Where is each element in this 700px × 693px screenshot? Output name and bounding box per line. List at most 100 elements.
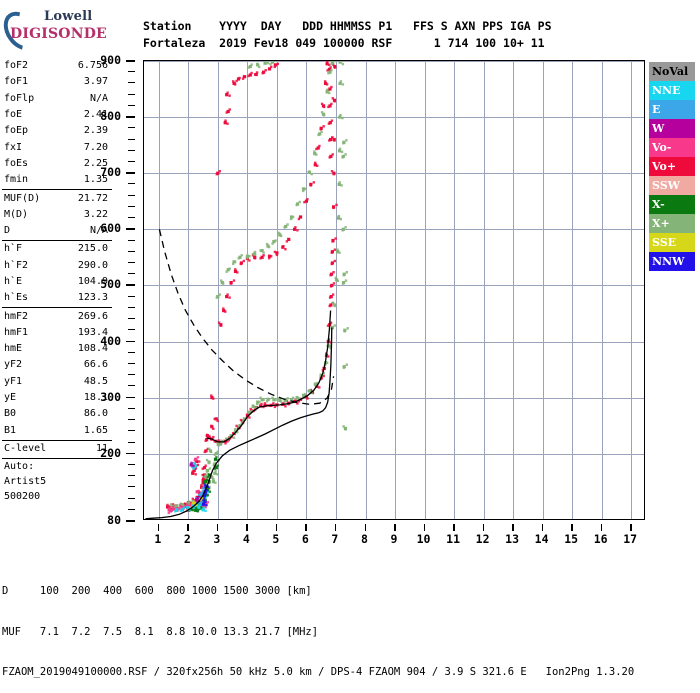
gridline-vertical bbox=[335, 61, 337, 519]
legend-item-w[interactable]: W bbox=[649, 119, 695, 138]
y-tick bbox=[128, 295, 135, 297]
param-key: C-level bbox=[4, 442, 47, 454]
y-tick bbox=[128, 161, 135, 162]
param-row: M(D) 3.22 bbox=[2, 207, 112, 223]
x-tick-label: 7 bbox=[331, 532, 339, 546]
y-tick bbox=[128, 497, 135, 499]
param-value: 1.35 bbox=[83, 174, 108, 186]
x-tick bbox=[630, 524, 632, 531]
x-tick bbox=[394, 524, 396, 531]
gridline-vertical bbox=[542, 61, 544, 519]
x-tick-label: 6 bbox=[301, 532, 309, 546]
ionospheric-parameters-table: foF2 6.756 foF1 3.97 foFlp N/A foE 2.41 foEp 2.39… bbox=[2, 58, 112, 507]
param-row: fxI 7.20 bbox=[2, 139, 112, 155]
x-tick bbox=[157, 524, 160, 531]
param-group: C-level 11 bbox=[2, 441, 112, 460]
y-tick-major bbox=[126, 284, 135, 287]
gridline-horizontal bbox=[144, 173, 644, 175]
y-tick-label: 500 bbox=[100, 277, 121, 292]
param-row: B0 86.0 bbox=[2, 406, 112, 422]
param-value: 123.3 bbox=[77, 292, 108, 304]
legend-item-noval[interactable]: NoVal bbox=[649, 62, 695, 81]
doppler-legend: NoVal NNE E W Vo- Vo+ SSW X- X+ SSE NNW bbox=[649, 62, 695, 271]
param-key: yF2 bbox=[4, 359, 23, 371]
legend-item-e[interactable]: E bbox=[649, 100, 695, 119]
y-tick bbox=[128, 273, 135, 275]
y-tick-major bbox=[126, 172, 135, 174]
legend-item-nnw[interactable]: NNW bbox=[649, 252, 695, 271]
station-header: Station YYYY DAY DDD HHMMSS P1 FFS S AXN… bbox=[143, 18, 552, 52]
param-group: foF2 6.756 foF1 3.97 foFlp N/A foE 2.41 foEp 2.39… bbox=[2, 58, 112, 191]
y-tick bbox=[128, 463, 135, 465]
logo-digisonde-text: DIGISONDE bbox=[10, 26, 107, 42]
y-tick-label: 200 bbox=[100, 445, 121, 460]
param-key: foF2 bbox=[4, 60, 29, 72]
y-tick bbox=[128, 239, 135, 241]
gridline-vertical bbox=[483, 61, 485, 519]
gridline-horizontal bbox=[144, 341, 644, 343]
x-tick bbox=[246, 524, 248, 531]
param-row: yF2 66.6 bbox=[2, 357, 112, 373]
y-tick bbox=[128, 419, 135, 420]
gridline-vertical bbox=[395, 61, 396, 519]
param-row: h`F 215.0 bbox=[2, 241, 112, 257]
legend-item-sse[interactable]: SSE bbox=[649, 233, 695, 252]
param-value: 2.41 bbox=[83, 109, 108, 121]
x-tick bbox=[423, 524, 425, 531]
footer-distance-row: D 100 200 400 600 800 1000 1500 3000 [km… bbox=[2, 585, 312, 597]
x-tick bbox=[364, 524, 366, 531]
legend-item-nne[interactable]: NNE bbox=[649, 81, 695, 100]
x-tick bbox=[453, 524, 455, 531]
x-tick bbox=[482, 524, 485, 531]
param-key: hmE bbox=[4, 343, 23, 355]
echo-series-vo- bbox=[166, 61, 338, 510]
x-tick-label: 16 bbox=[593, 532, 608, 546]
legend-item-vo-[interactable]: Vo- bbox=[649, 138, 695, 157]
y-tick bbox=[128, 194, 135, 196]
y-tick-major bbox=[126, 452, 135, 455]
y-tick bbox=[128, 441, 135, 443]
param-key: h`F2 bbox=[4, 259, 29, 271]
x-tick bbox=[216, 524, 219, 531]
y-tick bbox=[128, 250, 135, 252]
y-tick bbox=[128, 82, 135, 84]
legend-item-vo-[interactable]: Vo+ bbox=[649, 157, 695, 176]
ionogram-plot-area[interactable] bbox=[143, 60, 645, 520]
curve-electron-density-profile bbox=[145, 327, 333, 519]
param-key: M(D) bbox=[4, 208, 29, 220]
param-key: yF1 bbox=[4, 375, 23, 387]
y-tick bbox=[128, 351, 135, 353]
x-tick-label: 15 bbox=[564, 532, 579, 546]
y-tick bbox=[128, 71, 135, 73]
autoscaler-line: 500200 bbox=[4, 491, 41, 503]
param-row: C-level 11 bbox=[2, 441, 112, 457]
legend-item-ssw[interactable]: SSW bbox=[649, 176, 695, 195]
x-tick bbox=[334, 524, 337, 531]
gridline-vertical bbox=[188, 61, 190, 519]
param-row: foEp 2.39 bbox=[2, 123, 112, 139]
param-row: foEs 2.25 bbox=[2, 156, 112, 172]
x-tick bbox=[275, 524, 278, 531]
param-group: h`F 215.0 h`F2 290.0 h`E 104.9 h`Es 123.3 bbox=[2, 241, 112, 309]
param-value: 108.4 bbox=[77, 343, 108, 355]
ionogram-canvas[interactable] bbox=[143, 60, 645, 520]
param-row: foF2 6.756 bbox=[2, 58, 112, 74]
y-tick bbox=[128, 430, 135, 432]
param-row: B1 1.65 bbox=[2, 423, 112, 439]
param-key: foF1 bbox=[4, 76, 29, 88]
legend-item-x-[interactable]: X+ bbox=[649, 214, 695, 233]
y-tick-major bbox=[126, 396, 135, 399]
y-tick bbox=[128, 205, 135, 207]
y-tick bbox=[128, 329, 135, 331]
param-key: foE bbox=[4, 109, 23, 121]
param-row: MUF(D) 21.72 bbox=[2, 190, 112, 206]
footer-muf-row: MUF 7.1 7.2 7.5 8.1 8.8 10.0 13.3 21.7 [… bbox=[2, 625, 319, 638]
param-key: B1 bbox=[4, 424, 17, 436]
gridline-vertical bbox=[513, 61, 515, 519]
legend-item-x-[interactable]: X- bbox=[649, 195, 695, 214]
gridline-vertical bbox=[631, 61, 633, 519]
param-value: 290.0 bbox=[77, 259, 108, 271]
lowell-digisonde-logo: Lowell DIGISONDE bbox=[0, 5, 114, 57]
y-tick bbox=[128, 385, 135, 387]
trace-layer bbox=[145, 61, 349, 519]
